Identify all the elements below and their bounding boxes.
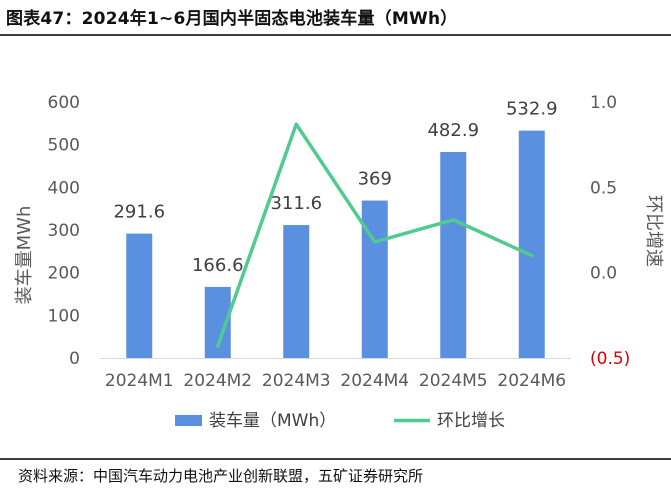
source-rule [0,458,671,460]
category-label: 2024M5 [419,371,488,391]
left-axis-title: 装车量MWh [14,206,35,305]
legend: 装车量（MWh） 环比增长 [175,411,505,431]
bar-value-label: 482.9 [427,120,479,141]
category-label: 2024M3 [262,371,331,391]
right-tick-label: 0.0 [590,264,617,284]
legend-label-bar: 装车量（MWh） [209,411,336,431]
left-tick-label: 200 [48,264,80,284]
source-note: 资料来源：中国汽车动力电池产业创新联盟，五矿证券研究所 [18,467,424,485]
bar-2024M3 [283,225,310,358]
bar-2024M5 [440,151,467,358]
left-tick-label: 300 [48,221,80,241]
right-tick-label: 0.5 [590,178,617,198]
bar-2024M4 [361,200,388,358]
right-tick-label: 1.0 [590,93,617,113]
legend-label-line: 环比增长 [437,411,505,431]
category-label: 2024M2 [183,371,252,391]
bar-value-label: 311.6 [270,193,322,214]
bar-value-label: 291.6 [113,202,165,223]
left-tick-label: 400 [48,178,80,198]
chart: 0 100 200 300 400 500 600 (0.5) 0.0 0.5 1.0 2024M… [14,93,664,431]
bar-2024M6 [518,130,545,358]
bar-value-label: 369 [358,169,392,190]
category-label: 2024M1 [105,371,174,391]
line-growth [216,122,534,348]
figure-title: 图表47：2024年1~6月国内半固态电池装车量（MWh） [6,9,458,29]
legend-swatch-bar [175,415,202,426]
title-rule [0,34,671,36]
bar-2024M1 [126,233,153,358]
left-tick-label: 100 [48,306,80,326]
right-tick-label: (0.5) [590,349,630,369]
bar-value-label: 166.6 [192,255,244,276]
category-label: 2024M4 [340,371,409,391]
left-tick-label: 0 [69,349,80,369]
right-axis-title: 环比增速 [643,195,664,267]
category-label: 2024M6 [497,371,566,391]
left-tick-label: 500 [48,136,80,156]
bar-value-label: 532.9 [506,99,558,120]
left-tick-label: 600 [48,93,80,113]
